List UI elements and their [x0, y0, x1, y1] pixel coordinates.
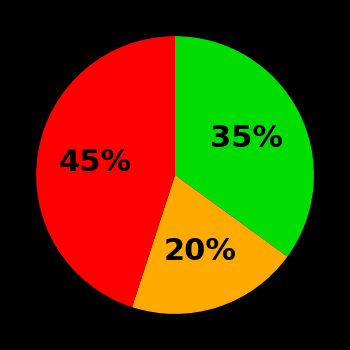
- Text: 20%: 20%: [163, 237, 236, 266]
- Wedge shape: [132, 175, 287, 314]
- Text: 45%: 45%: [59, 148, 132, 177]
- Text: 35%: 35%: [210, 124, 283, 153]
- Wedge shape: [36, 36, 175, 307]
- Wedge shape: [175, 36, 314, 257]
